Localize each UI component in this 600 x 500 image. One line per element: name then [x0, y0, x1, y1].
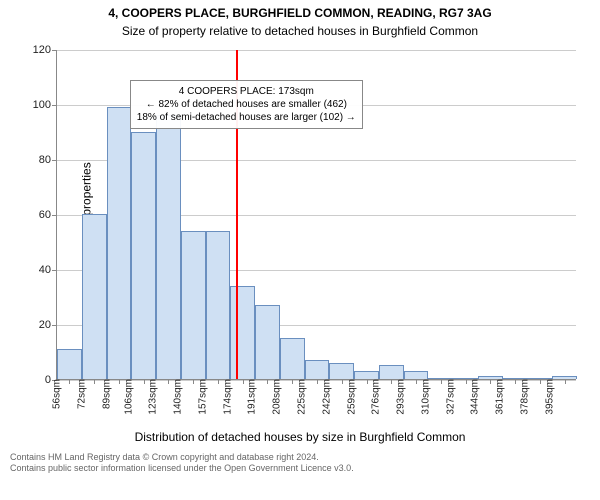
- y-tick-label: 20: [39, 319, 57, 331]
- y-tick-label: 120: [33, 44, 57, 56]
- page-title: 4, COOPERS PLACE, BURGHFIELD COMMON, REA…: [0, 0, 600, 20]
- y-tick-label: 100: [33, 99, 57, 111]
- x-tick-label: 106sqm: [117, 379, 134, 415]
- footer-line2: Contains public sector information licen…: [10, 463, 590, 474]
- histogram-bar: [181, 231, 206, 380]
- histogram-bar: [230, 286, 255, 380]
- histogram-bar: [57, 349, 82, 379]
- histogram-bar: [131, 132, 156, 380]
- y-tick-label: 80: [39, 154, 57, 166]
- histogram-bar: [255, 305, 280, 379]
- x-tick-label: 395sqm: [538, 379, 555, 415]
- x-tick-label: 191sqm: [241, 379, 258, 415]
- x-axis-title: Distribution of detached houses by size …: [135, 430, 466, 444]
- histogram-bar: [280, 338, 305, 379]
- x-tick-label: 225sqm: [291, 379, 308, 415]
- x-tick-label: 56sqm: [46, 379, 63, 409]
- x-tick-label: 361sqm: [489, 379, 506, 415]
- histogram-bar: [156, 115, 181, 379]
- histogram-bar: [354, 371, 379, 379]
- x-tick-label: 242sqm: [315, 379, 332, 415]
- callout-line2: ← 82% of detached houses are smaller (46…: [137, 98, 356, 111]
- x-tick-label: 276sqm: [365, 379, 382, 415]
- x-tick-label: 123sqm: [142, 379, 159, 415]
- page-subtitle: Size of property relative to detached ho…: [0, 20, 600, 40]
- callout-line1: 4 COOPERS PLACE: 173sqm: [137, 85, 356, 98]
- chart-container: Number of detached properties 0204060801…: [0, 40, 600, 450]
- x-tick-mark: [565, 379, 566, 384]
- x-tick-label: 157sqm: [192, 379, 209, 415]
- x-tick-label: 378sqm: [514, 379, 531, 415]
- histogram-bar: [107, 107, 132, 379]
- x-tick-label: 344sqm: [464, 379, 481, 415]
- x-tick-label: 310sqm: [415, 379, 432, 415]
- x-tick-label: 293sqm: [390, 379, 407, 415]
- x-tick-label: 259sqm: [340, 379, 357, 415]
- callout-line3: 18% of semi-detached houses are larger (…: [137, 111, 356, 124]
- y-tick-label: 40: [39, 264, 57, 276]
- plot-area: 02040608010012056sqm72sqm89sqm106sqm123s…: [56, 50, 576, 380]
- footer-line1: Contains HM Land Registry data © Crown c…: [10, 452, 590, 463]
- histogram-bar: [206, 231, 231, 380]
- x-tick-label: 140sqm: [167, 379, 184, 415]
- y-tick-label: 60: [39, 209, 57, 221]
- x-tick-label: 89sqm: [95, 379, 112, 409]
- x-tick-label: 72sqm: [71, 379, 88, 409]
- grid-line: [57, 50, 576, 51]
- footer-attribution: Contains HM Land Registry data © Crown c…: [0, 450, 600, 475]
- x-tick-label: 327sqm: [439, 379, 456, 415]
- callout-box: 4 COOPERS PLACE: 173sqm← 82% of detached…: [130, 80, 363, 129]
- histogram-bar: [404, 371, 429, 379]
- x-tick-label: 174sqm: [216, 379, 233, 415]
- x-tick-label: 208sqm: [266, 379, 283, 415]
- histogram-bar: [305, 360, 330, 379]
- histogram-bar: [82, 214, 107, 379]
- histogram-bar: [379, 365, 404, 379]
- histogram-bar: [329, 363, 354, 380]
